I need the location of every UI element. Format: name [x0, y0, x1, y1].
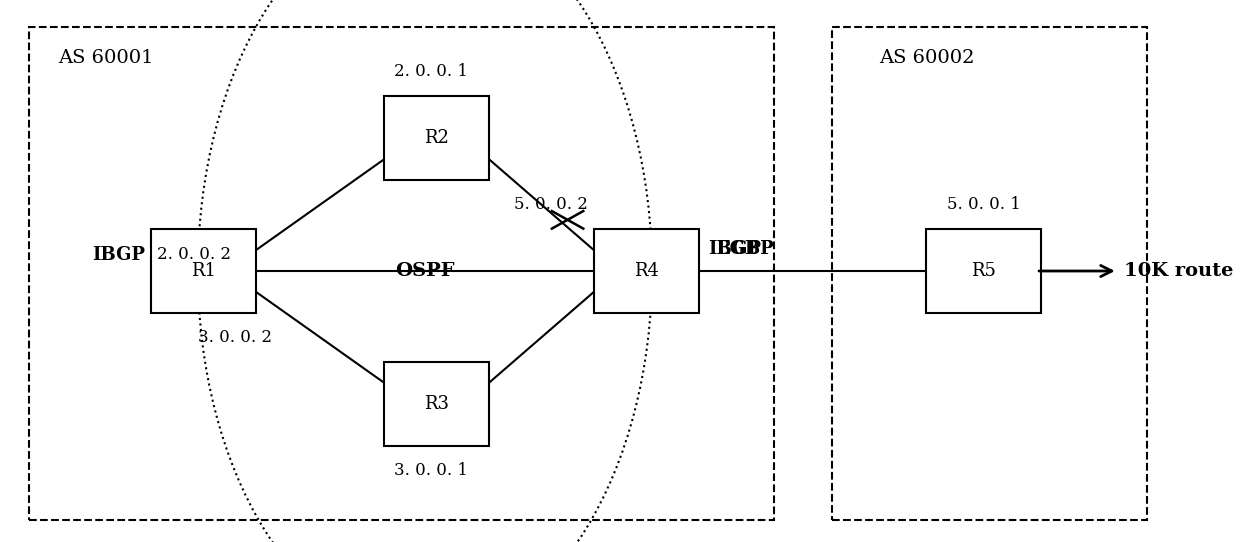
Text: IBGP: IBGP — [708, 240, 761, 259]
Bar — [151, 229, 257, 313]
Text: OSPF: OSPF — [396, 262, 455, 280]
Text: 3. 0. 0. 2: 3. 0. 0. 2 — [198, 330, 272, 346]
Bar — [832, 27, 1147, 520]
Bar — [29, 27, 774, 520]
Text: 2. 0. 0. 1: 2. 0. 0. 1 — [394, 63, 467, 80]
Text: 2. 0. 0. 2: 2. 0. 0. 2 — [157, 246, 231, 263]
Text: AS 60002: AS 60002 — [879, 49, 975, 67]
Text: EGBP: EGBP — [717, 240, 774, 259]
Text: AS 60001: AS 60001 — [58, 49, 154, 67]
Text: R1: R1 — [191, 262, 216, 280]
Text: 5. 0. 0. 2: 5. 0. 0. 2 — [515, 196, 588, 212]
Text: R5: R5 — [971, 262, 996, 280]
Text: 10K route: 10K route — [1123, 262, 1233, 280]
Text: R3: R3 — [424, 395, 449, 413]
Bar — [384, 96, 489, 180]
Text: IBGP: IBGP — [93, 246, 145, 264]
Text: 5. 0. 0. 1: 5. 0. 0. 1 — [947, 196, 1021, 212]
Text: R4: R4 — [634, 262, 658, 280]
Bar — [384, 362, 489, 446]
Bar — [594, 229, 698, 313]
Text: 3. 0. 0. 1: 3. 0. 0. 1 — [394, 462, 467, 479]
Bar — [926, 229, 1042, 313]
Text: R2: R2 — [424, 129, 449, 147]
